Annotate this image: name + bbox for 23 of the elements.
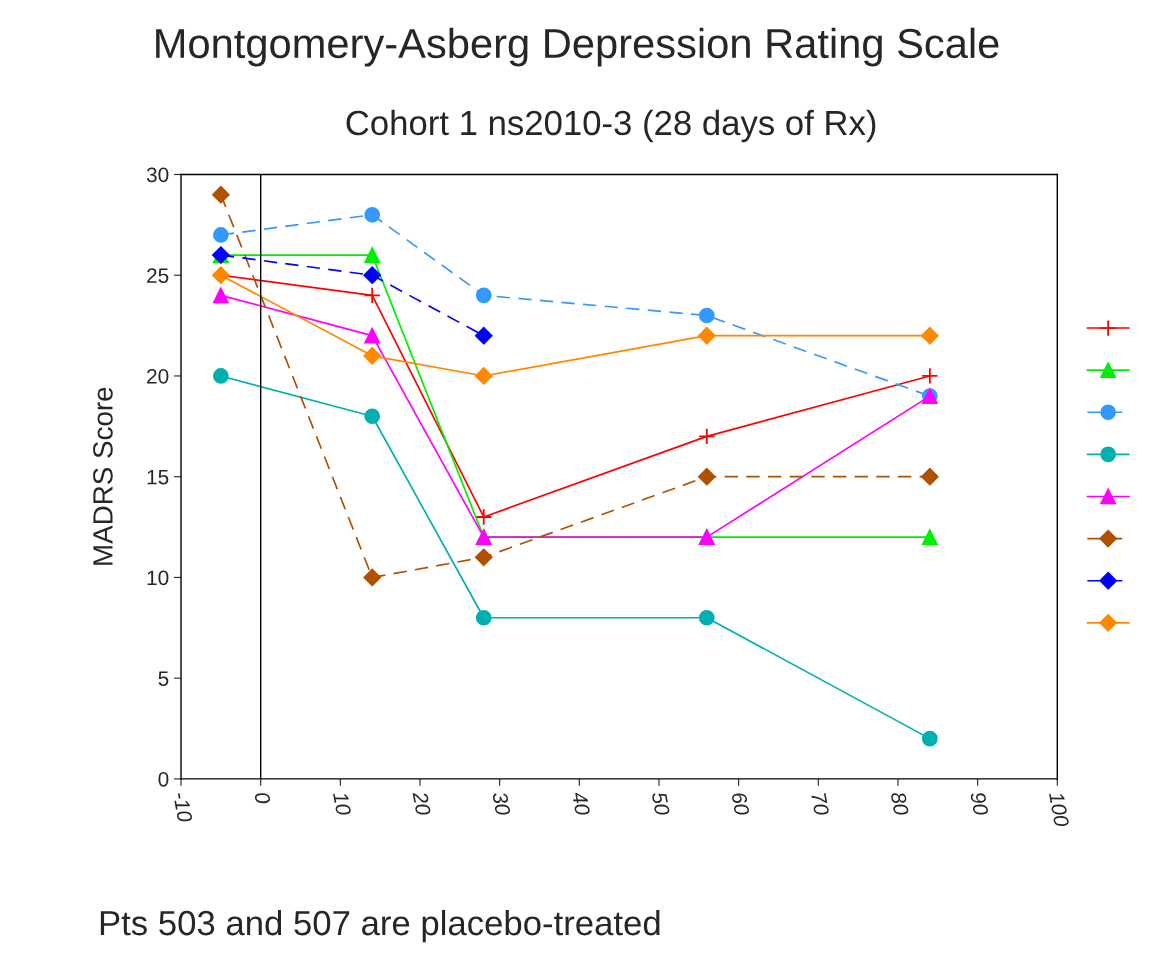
y-tick-label: 25 [147,268,169,283]
x-tick-label: 40 [571,790,591,817]
x-tick-label: 10 [332,791,352,817]
y-tick-label: 30 [146,167,169,183]
chart-subtitle: Cohort 1 ns2010-3 (28 days of Rx) [346,109,876,143]
x-tick-label: 60 [731,791,750,817]
x-tick-label: 100 [1048,791,1070,828]
y-tick-label: 0 [158,771,169,787]
x-tick-label: 0 [254,791,271,805]
y-tick-label: 15 [147,469,169,485]
y-tick-label: 5 [158,671,169,686]
y-tick-label: 10 [147,570,169,586]
text: Pts 503 and 507 are placebo-treated [100,909,660,943]
x-tick-label: 20 [412,790,432,817]
x-tick-label: 50 [651,791,670,817]
x-tick-label: -10 [173,791,193,823]
x-tick-label: 70 [811,792,830,817]
x-tick-label: 90 [970,791,989,817]
x-tick-label: 30 [492,791,511,817]
x-tick-label: 80 [890,791,909,817]
y-tick-label: 20 [147,368,169,384]
chart-title: Montgomery-Asberg Depression Rating Scale [156,27,999,67]
y-axis-title: MADRS Score [93,387,113,565]
